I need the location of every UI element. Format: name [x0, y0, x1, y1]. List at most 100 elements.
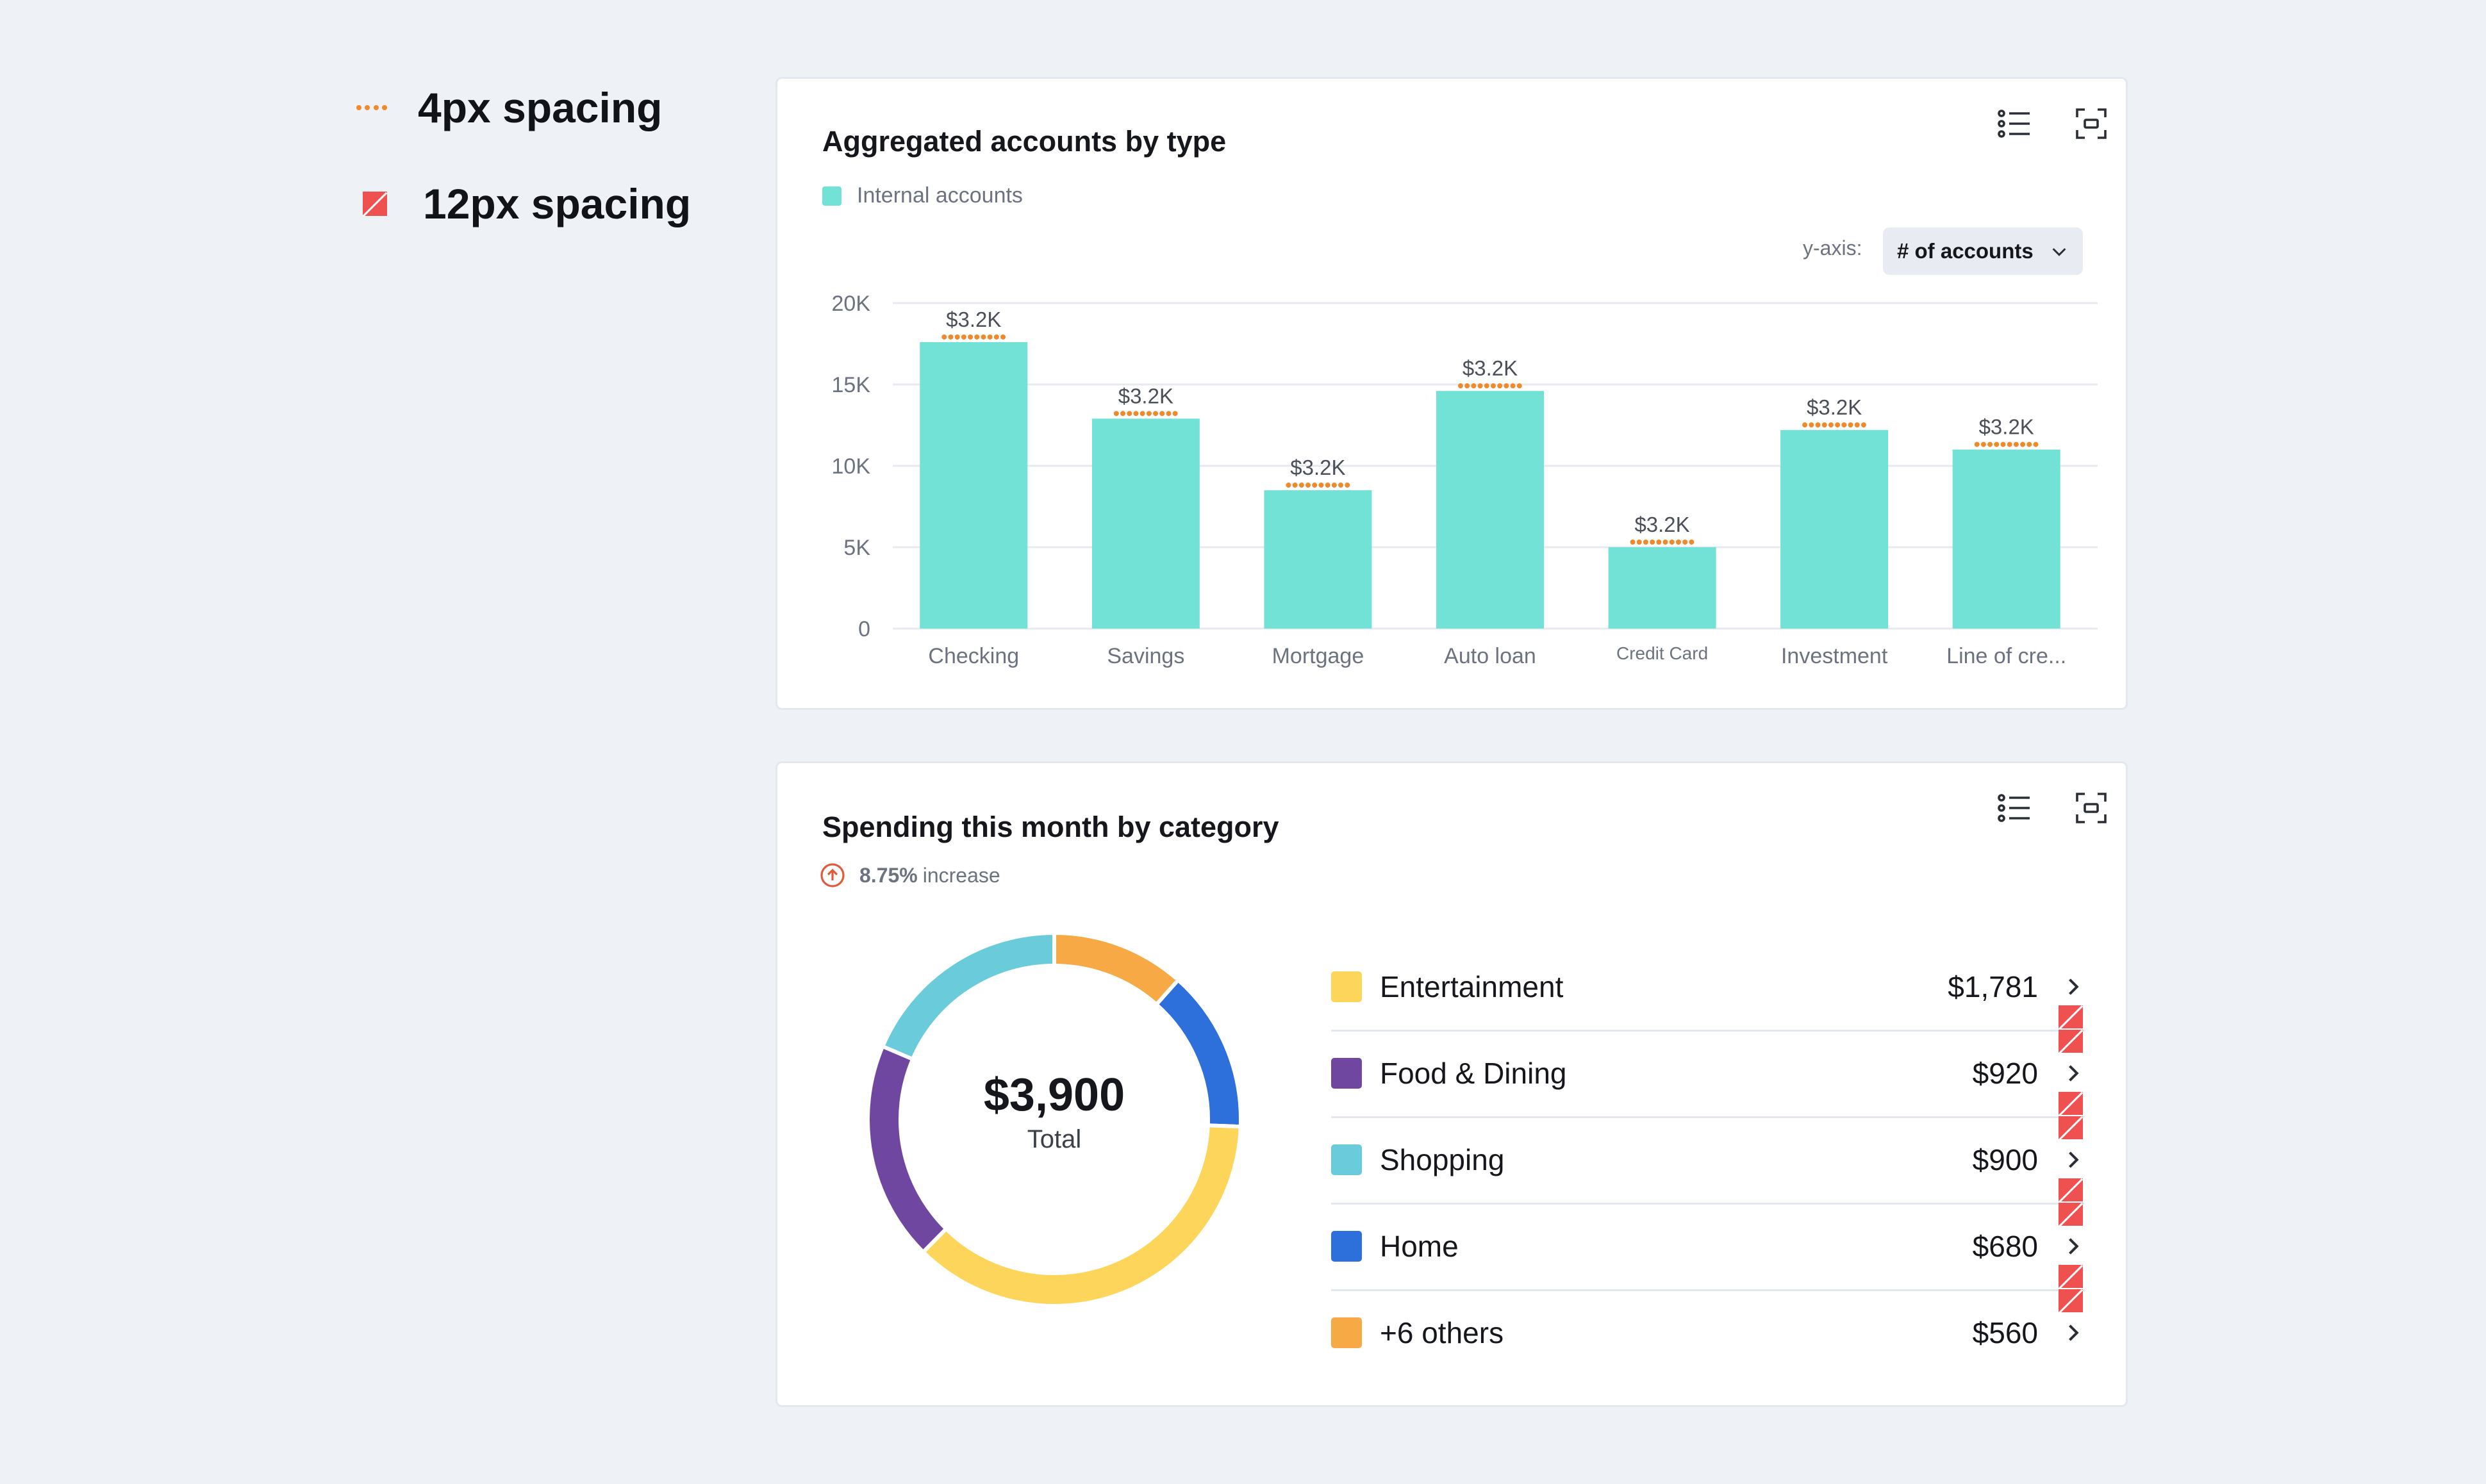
- chevron-right-icon[interactable]: [2061, 1148, 2084, 1171]
- spacing-dots: [1286, 482, 1350, 488]
- bar-data-label: $3.2K: [1463, 356, 1518, 380]
- row-divider: [1331, 1203, 2084, 1205]
- donut-slice[interactable]: [920, 1123, 1243, 1308]
- category-name: Entertainment: [1380, 970, 1564, 1003]
- category-amount: $1,781: [1948, 970, 2038, 1003]
- bar[interactable]: [920, 342, 1028, 629]
- accounts-card: Aggregated accounts by type Internal acc…: [775, 77, 2128, 710]
- x-tick-label: Investment: [1781, 644, 1888, 668]
- bar-data-label: $3.2K: [1979, 415, 2034, 439]
- spacing-hatch: [2059, 1265, 2083, 1288]
- category-name: Home: [1380, 1230, 1459, 1263]
- chevron-down-icon: [2052, 248, 2066, 256]
- yaxis-dropdown[interactable]: # of accounts: [1883, 227, 2083, 275]
- category-swatch: [1331, 1144, 1362, 1175]
- bar-data-label: $3.2K: [1290, 456, 1345, 479]
- bar[interactable]: [1091, 418, 1200, 629]
- x-tick-label: Credit Card: [1616, 643, 1708, 663]
- row-divider: [1331, 1289, 2084, 1291]
- legend-key-12px: 12px spacing: [363, 179, 691, 228]
- bar[interactable]: [1952, 449, 2060, 629]
- donut-center: $3,900 Total: [926, 1069, 1182, 1154]
- chevron-right-icon[interactable]: [2061, 975, 2084, 998]
- spacing-dots: [1113, 411, 1178, 416]
- spacing-dots: [1974, 441, 2039, 447]
- category-swatch: [1331, 1058, 1362, 1089]
- category-name: Food & Dining: [1380, 1057, 1567, 1090]
- category-name: Shopping: [1380, 1143, 1505, 1176]
- spacing-hatch: [2059, 1203, 2083, 1226]
- increase-text: increase: [922, 863, 1000, 887]
- accounts-card-title: Aggregated accounts by type: [822, 125, 1227, 158]
- chevron-right-icon[interactable]: [2061, 1062, 2084, 1085]
- chevron-right-icon[interactable]: [2061, 1321, 2084, 1344]
- category-row[interactable]: Entertainment $1,781: [1331, 944, 2084, 1030]
- bar[interactable]: [1780, 430, 1889, 629]
- legend-key-4px-label: 4px spacing: [418, 84, 663, 131]
- expand-icon[interactable]: [2072, 789, 2110, 827]
- series-legend-label: Internal accounts: [857, 183, 1023, 208]
- legend-key-12px-label: 12px spacing: [423, 180, 692, 227]
- spacing-hatch: [2059, 1178, 2083, 1201]
- spacing-dots: [941, 334, 1006, 340]
- spacing-dots: [1802, 422, 1866, 428]
- category-amount: $560: [1972, 1316, 2038, 1349]
- donut-total: $3,900: [983, 1069, 1125, 1121]
- spacing-hatch: [2059, 1030, 2083, 1053]
- category-swatch: [1331, 1317, 1362, 1348]
- x-tick-label: Mortgage: [1272, 644, 1364, 668]
- bar-data-label: $3.2K: [1634, 513, 1689, 536]
- x-tick-label: Auto loan: [1444, 644, 1536, 668]
- y-tick-label: 0: [858, 617, 870, 641]
- y-tick-label: 10K: [832, 454, 871, 479]
- list-icon[interactable]: [1995, 104, 2034, 143]
- x-tick-label: Checking: [928, 644, 1019, 668]
- expand-icon[interactable]: [2072, 104, 2110, 143]
- spacing-hatch: [2059, 1116, 2083, 1139]
- donut-slice[interactable]: [880, 930, 1056, 1062]
- increase-value: 8.75%: [859, 863, 918, 887]
- category-name: +6 others: [1380, 1316, 1504, 1349]
- series-legend: Internal accounts: [822, 183, 1023, 208]
- row-divider: [1331, 1116, 2084, 1118]
- spacing-dots: [1458, 383, 1522, 389]
- series-swatch: [822, 186, 841, 206]
- category-row[interactable]: Food & Dining $920: [1331, 1030, 2084, 1116]
- bar[interactable]: [1608, 547, 1716, 629]
- hatched-spacing-icon: [363, 192, 387, 216]
- dotted-spacing-icon: [356, 105, 387, 110]
- category-amount: $900: [1972, 1143, 2038, 1176]
- chevron-right-icon[interactable]: [2061, 1235, 2084, 1258]
- donut-total-label: Total: [1027, 1125, 1082, 1153]
- y-tick-label: 5K: [843, 536, 870, 560]
- yaxis-label: y-axis:: [1803, 236, 1862, 260]
- arrow-up-circle-icon: [820, 863, 845, 887]
- category-swatch: [1331, 1231, 1362, 1262]
- category-row[interactable]: +6 others $560: [1331, 1290, 2084, 1376]
- increase-indicator: 8.75% increase: [820, 862, 1000, 888]
- donut-chart: [866, 930, 1243, 1308]
- bar[interactable]: [1264, 490, 1372, 629]
- category-swatch: [1331, 971, 1362, 1002]
- spacing-dots: [1630, 540, 1695, 545]
- donut-slice[interactable]: [1052, 930, 1181, 1007]
- row-divider: [1331, 1030, 2084, 1032]
- category-amount: $680: [1972, 1230, 2038, 1263]
- legend-key-4px: 4px spacing: [356, 83, 662, 132]
- category-amount: $920: [1972, 1057, 2038, 1090]
- bar[interactable]: [1436, 391, 1544, 629]
- bar-data-label: $3.2K: [946, 308, 1001, 331]
- bar-data-label: $3.2K: [1807, 395, 1862, 419]
- yaxis-dropdown-value: # of accounts: [1897, 239, 2034, 263]
- spacing-hatch: [2059, 1289, 2083, 1312]
- spacing-hatch: [2059, 1005, 2083, 1028]
- x-tick-label: Line of cre...: [1946, 644, 2066, 668]
- bar-chart: 0 5K 10K 15K 20K $3.2K Checking $3.2K Savings $3.…: [832, 292, 2098, 668]
- y-tick-label: 20K: [832, 292, 871, 316]
- bar-data-label: $3.2K: [1118, 384, 1173, 408]
- list-icon[interactable]: [1995, 789, 2034, 827]
- spacing-hatch: [2059, 1092, 2083, 1115]
- y-tick-label: 15K: [832, 373, 871, 397]
- category-row[interactable]: Home $680: [1331, 1203, 2084, 1289]
- category-row[interactable]: Shopping $900: [1331, 1117, 2084, 1203]
